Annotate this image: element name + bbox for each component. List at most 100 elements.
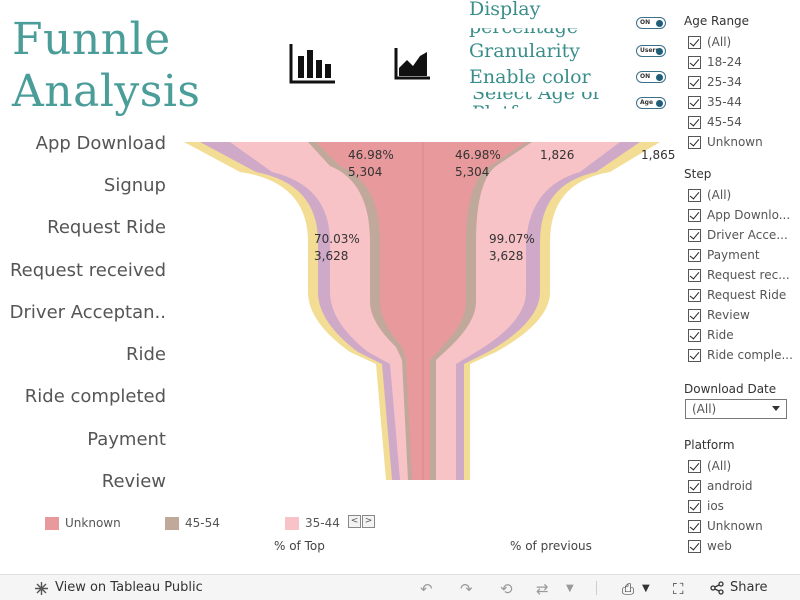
step-label-request-received: Request received bbox=[9, 260, 166, 281]
legend-swatch bbox=[165, 516, 179, 530]
checkbox[interactable] bbox=[688, 479, 701, 493]
age-platform-toggle[interactable]: Age bbox=[636, 97, 666, 109]
fullscreen-icon[interactable]: ⛶ bbox=[673, 580, 684, 598]
platform-option-web[interactable]: web bbox=[684, 536, 800, 556]
checkbox[interactable] bbox=[688, 55, 701, 69]
platform-option-unknown[interactable]: Unknown bbox=[684, 516, 800, 536]
step-option-review[interactable]: Review bbox=[684, 305, 800, 325]
bottom-toolbar: View on Tableau Public ↶ ↷ ⟲ ⇄ ▼ ⎙ ▼ ⛶ S… bbox=[0, 574, 800, 600]
annotation-right-outer-1: 1,826 bbox=[540, 148, 575, 162]
platform-option-ios[interactable]: ios bbox=[684, 496, 800, 516]
download-date-title: Download Date bbox=[684, 382, 777, 396]
checkbox[interactable] bbox=[688, 248, 701, 262]
share-button[interactable]: Share bbox=[710, 580, 768, 595]
legend-next-button[interactable]: > bbox=[362, 515, 375, 528]
checkbox[interactable] bbox=[688, 95, 701, 109]
legend-item-45-54[interactable]: 45-54 bbox=[165, 516, 220, 530]
legend-item-35-44[interactable]: 35-44 bbox=[285, 516, 340, 530]
checkbox[interactable] bbox=[688, 459, 701, 473]
step-option-app-download[interactable]: App Downlo... bbox=[684, 205, 800, 225]
granularity-label: Granularity bbox=[469, 40, 580, 62]
refresh-icon[interactable]: ⇄ bbox=[536, 580, 549, 598]
download-menu-chevron-icon[interactable]: ▼ bbox=[642, 583, 650, 594]
redo-icon[interactable]: ↷ bbox=[460, 580, 473, 598]
checkbox[interactable] bbox=[688, 288, 701, 302]
step-option-ride[interactable]: Ride bbox=[684, 325, 800, 345]
platform-filter-title: Platform bbox=[684, 438, 735, 452]
checkbox[interactable] bbox=[688, 135, 701, 149]
checkbox[interactable] bbox=[688, 228, 701, 242]
platform-filter: Platform (All) android ios Unknown web bbox=[684, 438, 800, 556]
checkbox[interactable] bbox=[688, 35, 701, 49]
checkbox[interactable] bbox=[688, 188, 701, 202]
checkbox[interactable] bbox=[688, 348, 701, 362]
checkbox[interactable] bbox=[688, 539, 701, 553]
granularity-toggle[interactable]: Users bbox=[636, 45, 666, 57]
age-option-all[interactable]: (All) bbox=[684, 32, 800, 52]
step-option-request-ride[interactable]: Request Ride bbox=[684, 285, 800, 305]
platform-option-all[interactable]: (All) bbox=[684, 456, 800, 476]
step-option-ride-completed[interactable]: Ride comple... bbox=[684, 345, 800, 365]
step-option-payment[interactable]: Payment bbox=[684, 245, 800, 265]
age-option-25-34[interactable]: 25-34 bbox=[684, 72, 800, 92]
view-on-tableau-link[interactable]: View on Tableau Public bbox=[55, 580, 203, 595]
annotation-right-top: 46.98% 5,304 bbox=[455, 148, 501, 179]
age-option-unknown[interactable]: Unknown bbox=[684, 132, 800, 152]
annotation-left-mid: 70.03% 3,628 bbox=[314, 232, 360, 263]
enable-color-toggle[interactable]: ON bbox=[636, 71, 666, 83]
enable-color-label: Enable color bbox=[469, 66, 591, 88]
platform-label: Platform bbox=[472, 102, 556, 122]
download-icon[interactable]: ⎙ bbox=[622, 580, 635, 598]
step-option-all[interactable]: (All) bbox=[684, 185, 800, 205]
checkbox[interactable] bbox=[688, 308, 701, 322]
download-date-select[interactable]: (All) bbox=[685, 399, 787, 419]
undo-icon[interactable]: ↶ bbox=[420, 580, 433, 598]
checkbox[interactable] bbox=[688, 268, 701, 282]
step-label-request-ride: Request Ride bbox=[47, 217, 166, 238]
checkbox[interactable] bbox=[688, 208, 701, 222]
step-label-ride-completed: Ride completed bbox=[24, 386, 166, 407]
revert-icon[interactable]: ⟲ bbox=[500, 580, 513, 598]
legend-pager: < > bbox=[348, 515, 375, 528]
step-label-review: Review bbox=[101, 471, 166, 492]
display-percentage-toggle[interactable]: ON bbox=[636, 17, 666, 29]
step-filter-title: Step bbox=[684, 167, 712, 181]
annotation-right-outer-2: 1,865 bbox=[641, 148, 676, 162]
checkbox[interactable] bbox=[688, 75, 701, 89]
refresh-menu-chevron-icon[interactable]: ▼ bbox=[566, 583, 574, 594]
checkbox[interactable] bbox=[688, 519, 701, 533]
checkbox[interactable] bbox=[688, 499, 701, 513]
step-label-payment: Payment bbox=[87, 429, 166, 450]
title-line-2: Analysis bbox=[12, 66, 201, 117]
legend-swatch bbox=[285, 516, 299, 530]
step-label-signup: Signup bbox=[103, 175, 166, 196]
step-label-app-download: App Download bbox=[35, 133, 166, 154]
step-option-request-received[interactable]: Request rec... bbox=[684, 265, 800, 285]
download-date-filter: Download Date bbox=[684, 382, 800, 400]
pct-of-top-caption: % of Top bbox=[274, 539, 325, 553]
display-label: Display bbox=[469, 0, 541, 20]
legend-item-unknown[interactable]: Unknown bbox=[45, 516, 121, 530]
area-chart-icon[interactable] bbox=[394, 46, 432, 80]
legend-swatch bbox=[45, 516, 59, 530]
annotation-left-top: 46.98% 5,304 bbox=[348, 148, 394, 179]
pct-of-previous-caption: % of previous bbox=[510, 539, 592, 553]
share-icon bbox=[710, 580, 724, 595]
tableau-logo-icon bbox=[35, 582, 48, 595]
legend-prev-button[interactable]: < bbox=[348, 515, 361, 528]
age-option-45-54[interactable]: 45-54 bbox=[684, 112, 800, 132]
age-option-35-44[interactable]: 35-44 bbox=[684, 92, 800, 112]
annotation-right-mid: 99.07% 3,628 bbox=[489, 232, 535, 263]
bar-chart-icon[interactable] bbox=[289, 42, 337, 84]
step-label-driver-acceptance: Driver Acceptan.. bbox=[9, 302, 166, 323]
checkbox[interactable] bbox=[688, 328, 701, 342]
platform-option-android[interactable]: android bbox=[684, 476, 800, 496]
age-option-18-24[interactable]: 18-24 bbox=[684, 52, 800, 72]
chevron-down-icon bbox=[772, 406, 780, 411]
funnel-area-unknown bbox=[316, 142, 526, 480]
age-range-title: Age Range bbox=[684, 14, 750, 28]
funnel-chart bbox=[184, 142, 660, 480]
checkbox[interactable] bbox=[688, 115, 701, 129]
control-panel: Display percentage Granularity Enable co… bbox=[460, 0, 680, 122]
step-option-driver-acceptance[interactable]: Driver Acce... bbox=[684, 225, 800, 245]
